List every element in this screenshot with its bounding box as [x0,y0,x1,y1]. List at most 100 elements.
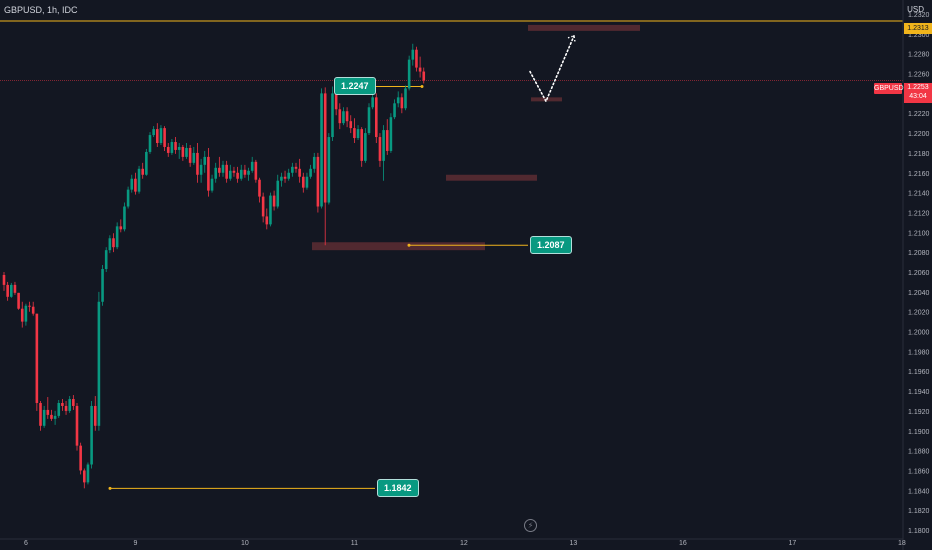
callout-mid[interactable]: 1.2087 [530,236,572,255]
candle-body [75,405,79,446]
candle-body [174,142,177,150]
candle-body [243,169,247,175]
price-tick-label: 1.1800 [908,528,930,535]
candle-body [312,156,316,169]
price-tick-label: 1.2040 [908,290,930,297]
candle-body [79,445,82,471]
candle-body [188,147,192,163]
price-tick-label: 1.1940 [908,389,930,396]
price-tick-label: 1.2280 [908,52,930,59]
candle-body [137,168,141,192]
candle-body [382,130,385,161]
candle-body [400,97,404,109]
candle-body [218,167,221,173]
candle-body [309,168,312,177]
candle-body [46,409,50,415]
time-tick-label: 16 [679,540,687,547]
candle-body [196,152,199,175]
flash-icon[interactable]: ⚡ [524,519,537,532]
candle-body [152,129,155,136]
last-price-value: 1.2253 [907,84,929,91]
candle-body [192,152,196,163]
candle-body [2,274,6,285]
candle-body [86,464,90,483]
candle-body [130,178,134,190]
candle-body [389,117,393,151]
candle-body [247,170,250,175]
candle-body [159,128,163,143]
price-tick-label: 1.2080 [908,250,930,257]
candle-body [104,250,108,270]
callout-low[interactable]: 1.1842 [377,479,419,498]
candle-body [64,405,68,411]
candle-body [349,121,353,129]
candle-body [298,168,301,177]
candle-body [407,59,411,89]
candle-body [250,161,254,171]
callout-high[interactable]: 1.2247 [334,77,376,96]
candle-body [166,146,170,153]
candle-body [305,176,309,188]
candle-body [83,470,86,483]
price-tick-label: 1.2220 [908,111,930,118]
candle-body [287,172,290,179]
candle-body [221,164,225,173]
candle-body [156,129,159,143]
bar-countdown: 43:04 [909,93,927,100]
price-tick-label: 1.2260 [908,72,930,79]
candle-body [269,195,272,225]
candle-body [163,128,166,147]
candle-body [134,178,137,192]
candle-body [177,146,181,150]
price-axis[interactable]: 1.23201.23001.22801.22601.22401.22201.22… [908,12,930,535]
currency-label: USD [907,5,924,14]
candle-body [10,284,13,297]
candle-body [101,269,104,302]
candle-body [265,216,269,225]
symbol-header[interactable]: GBPUSD, 1h, IDC [4,5,78,15]
candle-body [404,88,407,109]
candle-body [316,156,320,207]
time-tick-label: 17 [789,540,797,547]
price-tick-label: 1.1900 [908,429,930,436]
price-tick-label: 1.2020 [908,310,930,317]
candle-body [415,49,418,68]
candle-body [185,147,188,157]
annotation-anchor [108,486,112,490]
candle-body [294,166,298,169]
candle-body [93,405,97,426]
candle-body [360,129,363,161]
price-tick-label: 1.1860 [908,468,930,475]
candle-body [254,161,258,180]
candle-body [145,151,148,175]
candle-body [141,168,144,175]
time-tick-label: 9 [133,540,137,547]
candle-body [90,405,93,465]
candle-body [356,129,360,139]
candle-body [112,238,115,248]
candle-body [276,180,280,207]
candle-body [367,107,371,134]
candle-body [229,170,232,179]
time-tick-label: 10 [241,540,249,547]
candle-body [261,196,265,217]
price-tick-label: 1.1960 [908,369,930,376]
candle-body [126,189,130,207]
candle-body [385,130,389,151]
candle-body [302,176,305,188]
candle-body [6,284,9,297]
candle-body [378,137,382,161]
levels-layer [0,20,903,490]
time-axis[interactable]: 6910111213161718192023 [24,540,932,547]
candle-body [411,49,415,60]
candle-body [236,172,239,179]
zone-rect [312,242,485,251]
symbol-price-badge: GBPUSD [874,83,904,94]
last-price-badge: 1.2253 43:04 [904,83,932,103]
resistance-price-badge: 1.2313 [904,23,932,34]
candle-body [68,399,71,411]
candle-body [345,111,349,122]
candle-body [24,305,28,322]
candle-body [225,164,228,179]
